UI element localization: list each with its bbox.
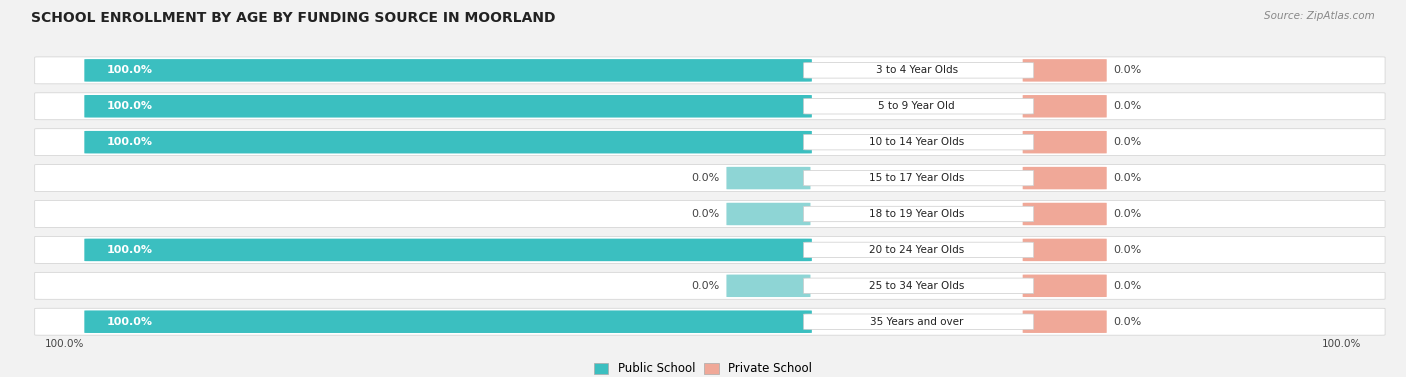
Text: 0.0%: 0.0% bbox=[1114, 317, 1142, 327]
Text: 0.0%: 0.0% bbox=[692, 209, 720, 219]
Text: 100.0%: 100.0% bbox=[107, 101, 152, 111]
FancyBboxPatch shape bbox=[35, 272, 1385, 299]
Text: 100.0%: 100.0% bbox=[107, 245, 152, 255]
FancyBboxPatch shape bbox=[35, 165, 1385, 192]
Text: 100.0%: 100.0% bbox=[107, 65, 152, 75]
FancyBboxPatch shape bbox=[1022, 131, 1107, 153]
Text: 0.0%: 0.0% bbox=[1114, 101, 1142, 111]
Text: 3 to 4 Year Olds: 3 to 4 Year Olds bbox=[876, 65, 957, 75]
Legend: Public School, Private School: Public School, Private School bbox=[589, 358, 817, 377]
Text: Source: ZipAtlas.com: Source: ZipAtlas.com bbox=[1264, 11, 1375, 21]
Text: 0.0%: 0.0% bbox=[1114, 65, 1142, 75]
Text: 25 to 34 Year Olds: 25 to 34 Year Olds bbox=[869, 281, 965, 291]
Text: SCHOOL ENROLLMENT BY AGE BY FUNDING SOURCE IN MOORLAND: SCHOOL ENROLLMENT BY AGE BY FUNDING SOUR… bbox=[31, 11, 555, 25]
FancyBboxPatch shape bbox=[1022, 167, 1107, 189]
FancyBboxPatch shape bbox=[84, 59, 811, 82]
FancyBboxPatch shape bbox=[1022, 239, 1107, 261]
FancyBboxPatch shape bbox=[727, 274, 810, 297]
FancyBboxPatch shape bbox=[727, 203, 810, 225]
FancyBboxPatch shape bbox=[35, 129, 1385, 156]
FancyBboxPatch shape bbox=[727, 167, 810, 189]
FancyBboxPatch shape bbox=[35, 93, 1385, 120]
Text: 100.0%: 100.0% bbox=[107, 317, 152, 327]
Text: 5 to 9 Year Old: 5 to 9 Year Old bbox=[879, 101, 955, 111]
FancyBboxPatch shape bbox=[804, 278, 1033, 294]
FancyBboxPatch shape bbox=[804, 206, 1033, 222]
Text: 10 to 14 Year Olds: 10 to 14 Year Olds bbox=[869, 137, 965, 147]
FancyBboxPatch shape bbox=[35, 308, 1385, 335]
FancyBboxPatch shape bbox=[35, 236, 1385, 264]
Text: 35 Years and over: 35 Years and over bbox=[870, 317, 963, 327]
Text: 0.0%: 0.0% bbox=[692, 173, 720, 183]
Text: 100.0%: 100.0% bbox=[107, 137, 152, 147]
FancyBboxPatch shape bbox=[804, 314, 1033, 329]
FancyBboxPatch shape bbox=[1022, 311, 1107, 333]
Text: 0.0%: 0.0% bbox=[1114, 281, 1142, 291]
FancyBboxPatch shape bbox=[804, 170, 1033, 186]
FancyBboxPatch shape bbox=[804, 98, 1033, 114]
Text: 0.0%: 0.0% bbox=[692, 281, 720, 291]
FancyBboxPatch shape bbox=[1022, 274, 1107, 297]
FancyBboxPatch shape bbox=[84, 310, 811, 333]
FancyBboxPatch shape bbox=[1022, 95, 1107, 118]
FancyBboxPatch shape bbox=[84, 239, 811, 261]
Text: 15 to 17 Year Olds: 15 to 17 Year Olds bbox=[869, 173, 965, 183]
FancyBboxPatch shape bbox=[1022, 59, 1107, 81]
Text: 100.0%: 100.0% bbox=[45, 339, 84, 349]
FancyBboxPatch shape bbox=[84, 95, 811, 118]
Text: 100.0%: 100.0% bbox=[1322, 339, 1361, 349]
Text: 0.0%: 0.0% bbox=[1114, 245, 1142, 255]
FancyBboxPatch shape bbox=[804, 63, 1033, 78]
FancyBboxPatch shape bbox=[804, 242, 1033, 257]
FancyBboxPatch shape bbox=[84, 131, 811, 153]
Text: 20 to 24 Year Olds: 20 to 24 Year Olds bbox=[869, 245, 965, 255]
Text: 0.0%: 0.0% bbox=[1114, 137, 1142, 147]
FancyBboxPatch shape bbox=[35, 201, 1385, 227]
FancyBboxPatch shape bbox=[1022, 203, 1107, 225]
Text: 0.0%: 0.0% bbox=[1114, 209, 1142, 219]
Text: 0.0%: 0.0% bbox=[1114, 173, 1142, 183]
FancyBboxPatch shape bbox=[804, 135, 1033, 150]
FancyBboxPatch shape bbox=[35, 57, 1385, 84]
Text: 18 to 19 Year Olds: 18 to 19 Year Olds bbox=[869, 209, 965, 219]
